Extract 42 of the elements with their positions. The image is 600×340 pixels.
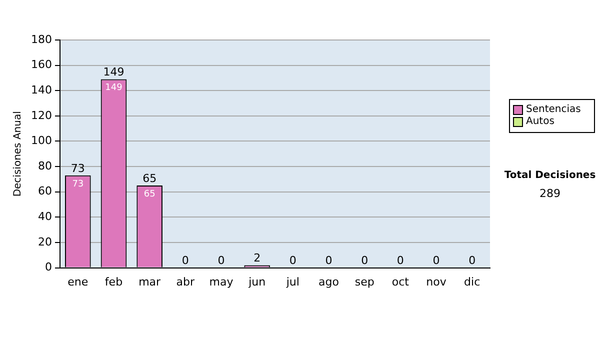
total-label: 0 — [218, 254, 225, 268]
x-tick-label: feb — [104, 275, 123, 288]
total-label: 0 — [468, 254, 476, 268]
x-tick-label: oct — [392, 275, 410, 288]
y-tick-label: 80 — [38, 159, 52, 172]
total-label: 149 — [103, 66, 124, 79]
y-tick-label: 160 — [30, 58, 52, 72]
x-tick-label: jul — [285, 275, 300, 288]
y-tick-label: 120 — [30, 108, 52, 122]
text: 289 — [538, 187, 562, 200]
x-tick-label: jun — [248, 275, 266, 288]
total-label: 2 — [254, 252, 261, 265]
x-tick-label: mar — [138, 275, 162, 288]
x-tick-label: abr — [176, 275, 196, 288]
data-label: 65 — [144, 189, 156, 200]
data-label: 149 — [105, 83, 123, 94]
x-tick-label: nov — [426, 275, 447, 288]
total-label: 0 — [325, 254, 332, 268]
y-tick-label: 180 — [30, 32, 52, 46]
legend-label: Sentencias — [526, 104, 581, 116]
y-axis-title: Decisiones Anual — [12, 111, 24, 197]
text: Total Decisiones — [503, 170, 597, 181]
total-label: 0 — [432, 254, 440, 268]
y-tick-label: 60 — [38, 184, 52, 198]
total-label: 0 — [361, 254, 368, 268]
x-tick-label: sep — [354, 275, 374, 288]
legend-label: Autos — [526, 116, 554, 128]
total-label: 73 — [70, 162, 85, 175]
y-tick-label: 40 — [38, 210, 52, 224]
x-tick-label: ago — [318, 275, 340, 288]
data-label: 73 — [72, 179, 84, 190]
x-tick-label: may — [209, 275, 234, 288]
y-tick-label: 0 — [44, 260, 52, 274]
total-label: 0 — [396, 254, 404, 268]
x-tick-label: dic — [464, 275, 480, 288]
total-label: 65 — [142, 172, 157, 185]
y-tick-label: 140 — [30, 83, 52, 96]
y-tick-label: 20 — [38, 235, 52, 248]
x-tick-label: ene — [68, 275, 88, 288]
total-label: 0 — [289, 254, 296, 268]
total-label: 0 — [182, 254, 189, 268]
y-tick-label: 100 — [30, 134, 52, 148]
